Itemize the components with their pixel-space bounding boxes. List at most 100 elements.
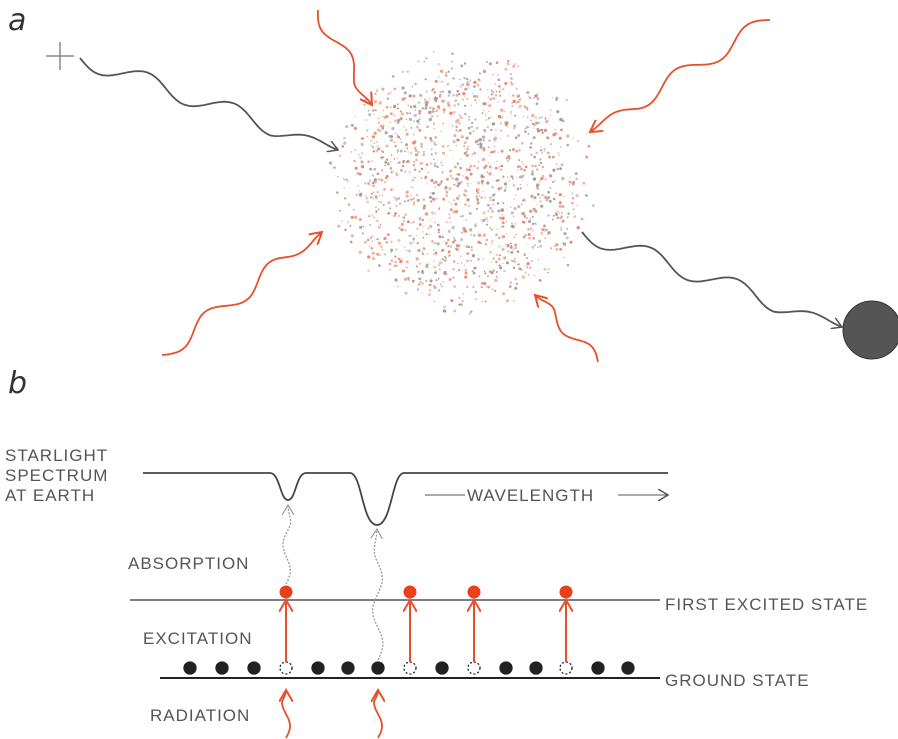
- dust-grain: [397, 134, 398, 135]
- dust-grain: [425, 280, 427, 282]
- dust-grain: [493, 180, 494, 181]
- dust-grain: [517, 264, 518, 265]
- dust-grain: [422, 251, 423, 252]
- dust-grain: [449, 112, 452, 115]
- dust-grain: [394, 158, 396, 160]
- dust-grain: [384, 254, 386, 256]
- dust-grain: [528, 233, 531, 236]
- dust-grain: [395, 198, 398, 201]
- dust-grain: [464, 265, 465, 266]
- dust-grain: [473, 85, 476, 88]
- dust-grain: [510, 242, 512, 244]
- dust-grain: [527, 268, 528, 269]
- dust-grain: [444, 241, 445, 242]
- dust-grain: [378, 178, 380, 180]
- dust-grain: [559, 205, 562, 208]
- dust-grain: [417, 228, 419, 230]
- dust-grain: [447, 145, 449, 147]
- dust-grain: [398, 239, 401, 242]
- dust-grain: [528, 237, 531, 240]
- dust-grain: [499, 254, 501, 256]
- dust-grain: [489, 155, 490, 156]
- dust-grain: [449, 202, 450, 203]
- dust-grain: [515, 194, 516, 195]
- dust-grain: [391, 127, 394, 130]
- dust-grain: [485, 217, 488, 220]
- dust-grain: [492, 288, 494, 290]
- dust-grain: [501, 248, 504, 251]
- dust-grain: [507, 126, 508, 127]
- dust-grain: [395, 119, 397, 121]
- dust-grain: [384, 188, 386, 190]
- dust-grain: [431, 240, 434, 243]
- dust-grain: [441, 250, 443, 252]
- dust-grain: [454, 99, 457, 102]
- dust-grain: [402, 217, 404, 219]
- dust-grain: [418, 277, 421, 280]
- dust-grain: [410, 152, 412, 154]
- dust-grain: [438, 207, 440, 209]
- dust-grain: [385, 115, 388, 118]
- dust-grain: [420, 143, 423, 146]
- dust-grain: [354, 160, 357, 163]
- dust-grain: [417, 127, 419, 129]
- dust-grain: [433, 142, 436, 145]
- dust-grain: [398, 258, 401, 261]
- dust-grain: [502, 88, 504, 90]
- dust-grain: [344, 229, 347, 232]
- dust-grain: [492, 203, 494, 205]
- dust-grain: [498, 187, 501, 190]
- dust-grain: [468, 119, 470, 121]
- dust-grain: [375, 93, 377, 95]
- excited-atom: [404, 586, 417, 599]
- dust-grain: [500, 130, 502, 132]
- dust-grain: [366, 197, 368, 199]
- dust-grain: [390, 139, 393, 142]
- dust-grain: [457, 271, 458, 272]
- dust-grain: [537, 193, 540, 196]
- dust-grain: [523, 221, 526, 224]
- dust-grain: [585, 194, 588, 197]
- dust-grain: [417, 242, 419, 244]
- dust-grain: [435, 186, 437, 188]
- dust-grain: [530, 142, 533, 145]
- dust-grain: [560, 229, 562, 231]
- dust-grain: [503, 270, 506, 273]
- dust-grain: [381, 249, 383, 251]
- dust-grain: [502, 221, 505, 224]
- dust-grain: [448, 230, 451, 233]
- dust-grain: [374, 100, 377, 103]
- dust-grain: [350, 151, 352, 153]
- dust-grain: [394, 255, 396, 257]
- dust-grain: [510, 175, 513, 178]
- dust-grain: [559, 201, 562, 204]
- dust-grain: [592, 204, 595, 207]
- dust-grain: [502, 214, 503, 215]
- dust-grain: [521, 142, 524, 145]
- dust-grain: [349, 225, 351, 227]
- dust-grain: [510, 246, 513, 249]
- dust-grain: [411, 222, 412, 223]
- dust-grain: [429, 284, 432, 287]
- dust-grain: [560, 227, 562, 229]
- dust-grain: [543, 268, 546, 271]
- dust-grain: [520, 168, 523, 171]
- dust-grain: [548, 156, 551, 159]
- dust-grain: [512, 177, 514, 179]
- dust-grain: [370, 236, 372, 238]
- dust-grain: [406, 119, 407, 120]
- dust-grain: [476, 195, 478, 197]
- dust-grain: [552, 169, 555, 172]
- dust-grain: [448, 187, 451, 190]
- dust-grain: [414, 109, 415, 110]
- dust-grain: [490, 251, 492, 253]
- dust-grain: [394, 278, 397, 281]
- dust-grain: [439, 261, 442, 264]
- dust-grain: [542, 166, 544, 168]
- dust-grain: [429, 118, 432, 121]
- dust-grain: [469, 312, 471, 314]
- dust-grain: [364, 241, 366, 243]
- dust-grain: [402, 165, 405, 168]
- dust-grain: [446, 178, 449, 181]
- dust-grain: [478, 139, 479, 140]
